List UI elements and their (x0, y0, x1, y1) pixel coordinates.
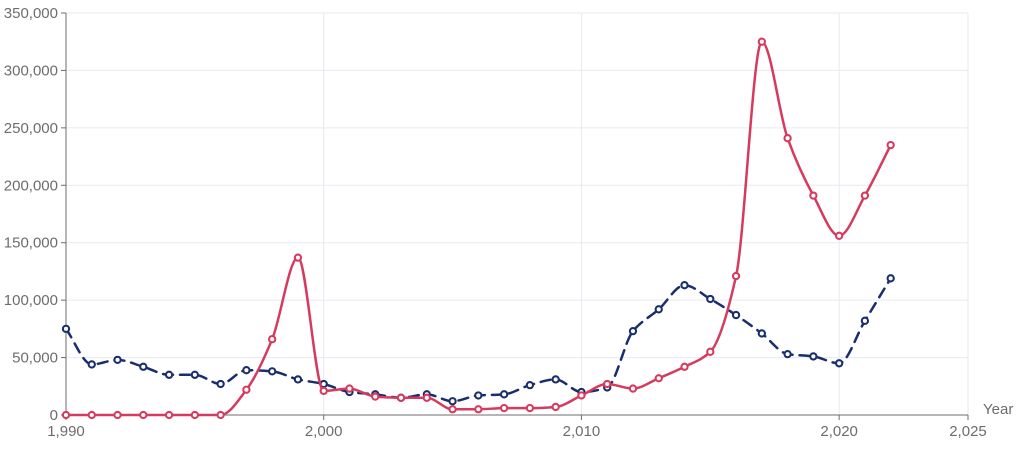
series-solid-red-point (268, 335, 277, 344)
series-solid-red-point (371, 392, 380, 401)
series-dashed-navy-point (628, 326, 638, 336)
series-solid-red-point (216, 410, 225, 420)
series-solid-red-point (628, 384, 638, 393)
series-solid-red-point (139, 410, 148, 420)
series-solid-red-point (654, 374, 663, 383)
x-axis-tick-label: 1,990 (47, 423, 85, 440)
series-solid-red-point (757, 37, 766, 46)
series-dashed-navy-point (551, 375, 560, 384)
series-dashed-navy-point (834, 359, 844, 368)
series-solid-red-point (834, 231, 844, 240)
y-axis-tick-label: 200,000 (4, 177, 58, 194)
series-dashed-navy-point (706, 294, 715, 304)
x-axis-title: Year (983, 401, 1014, 418)
x-axis-tick-label: 2,020 (820, 423, 858, 440)
series-dashed-navy-point (886, 274, 895, 283)
series-solid-red-point (603, 379, 612, 389)
series-solid-red-point (680, 362, 689, 371)
series-solid-red-point (319, 386, 328, 396)
series-dashed-navy-point (139, 362, 148, 371)
series-solid-red-point (61, 410, 71, 420)
series-dashed-navy-point (525, 380, 535, 390)
series-solid-red-point (783, 134, 792, 143)
series-dashed-navy-point (61, 324, 71, 334)
series-solid-red-point (448, 405, 457, 414)
series-solid-red-point (396, 393, 406, 402)
y-axis-tick-label: 300,000 (4, 62, 58, 79)
series-dashed-navy-point (87, 360, 96, 369)
series-solid-red-point (87, 410, 96, 420)
series-solid-red-point (474, 405, 483, 414)
series-solid-red-point (242, 385, 251, 394)
series-solid-red-point (886, 140, 895, 150)
series-dashed-navy-point (499, 390, 509, 399)
series-dashed-navy-line (64, 277, 892, 403)
series-solid-red-line (64, 40, 892, 417)
series-solid-red-point (499, 403, 509, 413)
series-solid-red-point (551, 402, 560, 412)
y-axis-tick-label: 150,000 (4, 235, 58, 252)
x-axis-tick-label: 2,025 (949, 423, 987, 440)
series-dashed-navy-point (474, 391, 483, 400)
series-solid-red-point (577, 391, 586, 400)
series-solid-red-point (113, 410, 122, 420)
y-axis-tick-label: 100,000 (4, 292, 58, 309)
series-solid-red-point (731, 271, 741, 281)
x-axis-tick-label: 2,010 (563, 423, 601, 440)
series-dashed-navy-point (680, 281, 689, 290)
series-dashed-navy-point (242, 366, 251, 375)
y-axis-tick-label: 250,000 (4, 120, 58, 137)
series-solid-red-point (809, 191, 818, 200)
series-dashed-navy-point (757, 329, 766, 338)
series-solid-red-point (190, 410, 200, 420)
series-dashed-navy-point (860, 316, 870, 325)
series-dashed-navy-point (216, 379, 225, 389)
series-dashed-navy-point (731, 310, 741, 320)
y-axis-tick-label: 50,000 (12, 350, 58, 367)
series-dashed-navy-point (164, 370, 174, 379)
y-axis-tick-label: 350,000 (4, 5, 58, 22)
series-solid-red-point (525, 403, 535, 413)
series-dashed-navy-point (268, 367, 277, 376)
series-dashed-navy-point (448, 397, 457, 406)
series-dashed-navy-point (654, 305, 663, 314)
series-dashed-navy-point (293, 375, 303, 384)
series-solid-red-point (422, 393, 431, 402)
series-dashed-navy-point (190, 370, 200, 379)
series-solid-red-point (706, 347, 715, 356)
series-solid-red-point (860, 191, 870, 200)
series-dashed-navy-point (809, 352, 818, 361)
series-solid-red-point (164, 410, 174, 420)
y-axis-tick-label: 0 (50, 407, 58, 424)
series-dashed-navy-point (783, 349, 792, 359)
x-axis-tick-label: 2,000 (305, 423, 343, 440)
series-solid-red-point (345, 384, 354, 393)
series-dashed-navy-point (113, 355, 122, 365)
series-solid-red-point (293, 253, 303, 262)
